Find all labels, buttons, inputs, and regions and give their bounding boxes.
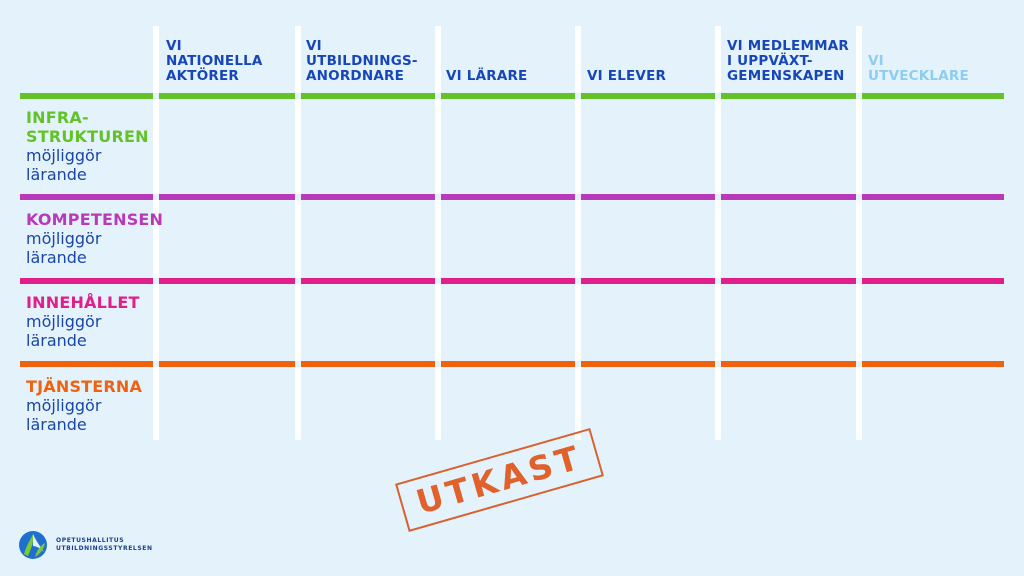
column-divider: [153, 26, 159, 440]
column-divider: [856, 26, 862, 440]
row-title: INFRA- STRUKTUREN: [26, 108, 149, 146]
row-subtitle: möjliggör lärande: [26, 396, 102, 434]
draft-stamp: UTKAST: [395, 428, 604, 532]
row-subtitle: möjliggör lärande: [26, 312, 102, 350]
row-subtitle: möjliggör lärande: [26, 146, 102, 184]
column-header-larare: VI LÄRARE: [446, 68, 528, 84]
row-label-infrastrukturen: INFRA- STRUKTUREN möjliggör lärande: [26, 108, 156, 184]
column-divider: [295, 26, 301, 440]
row-bar-gap: [856, 194, 862, 200]
row-bar-gap: [715, 361, 721, 367]
row-bar-gap: [153, 93, 159, 99]
column-header-elever: VI ELEVER: [587, 68, 667, 84]
row-bar-gap: [153, 278, 159, 284]
row-bar-gap: [715, 93, 721, 99]
row-bar-gap: [856, 93, 862, 99]
row-title: KOMPETENSEN: [26, 210, 164, 229]
row-subtitle: möjliggör lärande: [26, 229, 102, 267]
row-bar-gap: [575, 93, 581, 99]
row-bar-gap: [856, 361, 862, 367]
row-label-innehallet: INNEHÅLLET möjliggör lärande: [26, 293, 156, 350]
row-bar-gap: [575, 361, 581, 367]
row-bar-innehallet: [20, 278, 1004, 284]
column-divider: [575, 26, 581, 440]
row-bar-gap: [435, 278, 441, 284]
row-bar-gap: [153, 194, 159, 200]
row-bar-gap: [575, 278, 581, 284]
row-bar-gap: [295, 278, 301, 284]
row-title: TJÄNSTERNA: [26, 377, 143, 396]
row-bar-gap: [153, 361, 159, 367]
row-bar-tjansterna: [20, 361, 1004, 367]
row-bar-gap: [435, 93, 441, 99]
row-bar-infrastrukturen: [20, 93, 1004, 99]
row-label-kompetensen: KOMPETENSEN möjliggör lärande: [26, 210, 164, 267]
column-header-utbildningsanordnare: VI UTBILDNINGS- ANORDNARE: [306, 38, 418, 84]
column-header-medlemmar: VI MEDLEMMAR I UPPVÄXT- GEMENSKAPEN: [727, 38, 849, 84]
row-bar-gap: [715, 278, 721, 284]
column-header-nationella-aktorer: VI NATIONELLA AKTÖRER: [166, 38, 263, 84]
row-bar-kompetensen: [20, 194, 1004, 200]
column-divider: [435, 26, 441, 440]
row-bar-gap: [435, 361, 441, 367]
row-label-tjansterna: TJÄNSTERNA möjliggör lärande: [26, 377, 156, 434]
logo: OPETUSHALLITUS UTBILDNINGSSTYRELSEN: [18, 530, 153, 560]
logo-icon: [19, 531, 47, 559]
row-title: INNEHÅLLET: [26, 293, 140, 312]
column-header-utvecklare: VI UTVECKLARE: [868, 53, 969, 84]
logo-text: OPETUSHALLITUS UTBILDNINGSSTYRELSEN: [56, 537, 153, 552]
row-bar-gap: [435, 194, 441, 200]
row-bar-gap: [856, 278, 862, 284]
row-bar-gap: [295, 194, 301, 200]
row-bar-gap: [715, 194, 721, 200]
row-bar-gap: [575, 194, 581, 200]
row-bar-gap: [295, 93, 301, 99]
row-bar-gap: [295, 361, 301, 367]
column-divider: [715, 26, 721, 440]
